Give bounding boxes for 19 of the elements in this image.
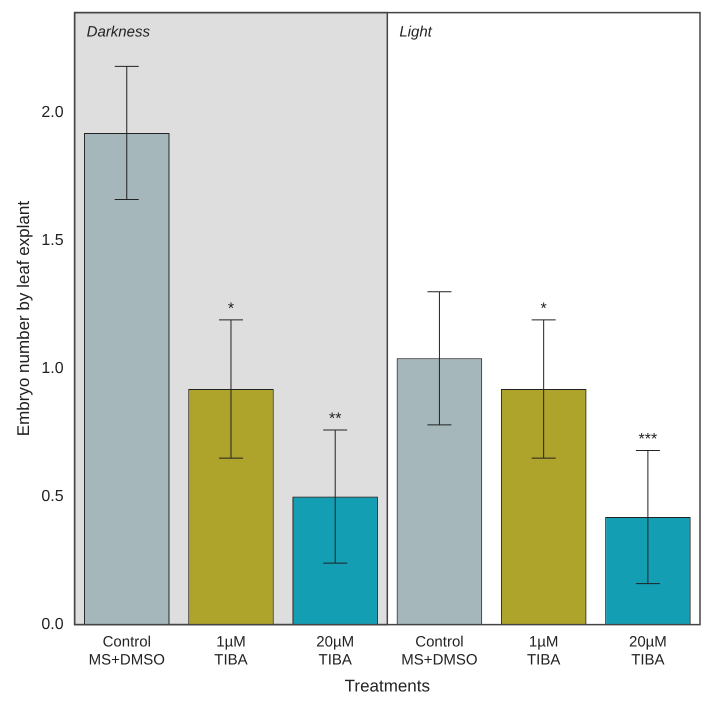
y-tick-label: 0.0 [41,616,64,634]
x-axis-title: Treatments [344,676,430,696]
x-tick-label: 20µM TIBA [628,634,667,669]
y-axis-title: Embryo number by leaf explant [14,200,33,436]
x-tick-label: 20µM TIBA [316,634,354,669]
y-tick-label: 1.0 [41,360,64,377]
annotation: * [540,300,547,318]
annotation: Light [399,23,433,40]
y-tick-label: 2.0 [41,104,64,121]
x-tick-label: Control MS+DMSO [88,634,165,669]
band-label: Darkness [86,23,150,40]
y-tick-label: 1.5 [41,232,64,249]
y-tick-label: 0.5 [41,488,64,505]
annotation: * [228,300,234,318]
x-tick-label: 1µM TIBA [526,634,560,669]
annotation: ** [328,410,342,428]
x-tick-label: Control MS+DMSO [401,634,478,669]
annotation: *** [638,430,658,448]
x-tick-label: 1µM TIBA [214,634,248,669]
